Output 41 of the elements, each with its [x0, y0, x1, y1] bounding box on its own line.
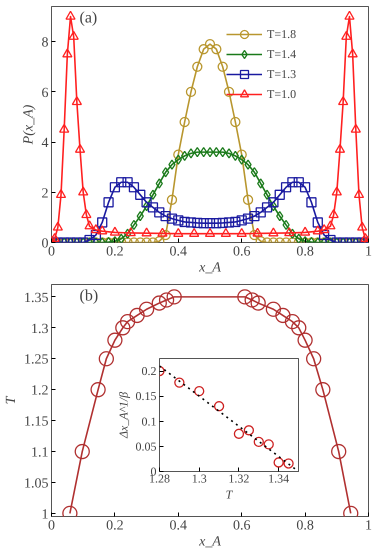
legend-label: T=1.3	[267, 66, 296, 82]
x-tick-label: 0.6	[232, 244, 250, 260]
y-tick-label: 1.15	[24, 414, 48, 430]
y-tick-label: 1.25	[24, 352, 48, 368]
y-tick-label: 2	[42, 186, 48, 202]
x-tick-label: 0.2	[106, 244, 124, 260]
y-axis-title: T	[4, 395, 19, 404]
y-tick-label: 0.1	[142, 414, 156, 428]
annotation: (b)	[80, 288, 98, 304]
x-tick-label: 0.4	[170, 244, 188, 260]
x-tick-label: 0.8	[296, 518, 314, 534]
y-tick-label: 0.05	[136, 439, 156, 454]
y-tick-label: 4	[42, 136, 48, 152]
x-tick-label: 0.6	[232, 518, 250, 534]
y-tick-label: 8	[42, 36, 48, 51]
y-tick-label: 0.15	[136, 389, 156, 404]
y-tick-label: 0.2	[142, 364, 156, 378]
x-axis-title: x_A	[198, 260, 222, 276]
y-tick-label: 1.35	[24, 290, 48, 306]
y-tick-label: 1	[42, 507, 48, 522]
annotation: (a)	[80, 10, 98, 26]
y-tick-label: 1.2	[31, 384, 48, 399]
x-tick-label: 1.34	[268, 472, 290, 486]
y-tick-label: 6	[42, 86, 48, 101]
y-axis-title: P(x_A)	[22, 104, 36, 146]
legend-label: T=1.8	[267, 26, 296, 42]
y-tick-label: 1.1	[31, 446, 48, 461]
y-axis-title: Δx_A^1/β	[116, 392, 130, 440]
x-tick-label: 1	[365, 518, 372, 534]
x-axis-title: T	[226, 488, 234, 502]
x-tick-label: 0.8	[296, 244, 314, 260]
x-tick-label: 1.32	[228, 472, 250, 486]
legend-label: T=1.0	[267, 86, 296, 102]
x-tick-label: 1	[365, 244, 372, 260]
legend-label: T=1.4	[267, 46, 296, 62]
x-tick-label: 0.2	[106, 518, 124, 534]
y-tick-label: 1.3	[31, 322, 48, 337]
x-tick-label: 0.4	[170, 518, 188, 534]
x-axis-title: x_A	[198, 534, 222, 550]
x-tick-label: 1.3	[192, 472, 207, 486]
y-tick-label: 1.05	[24, 476, 48, 492]
